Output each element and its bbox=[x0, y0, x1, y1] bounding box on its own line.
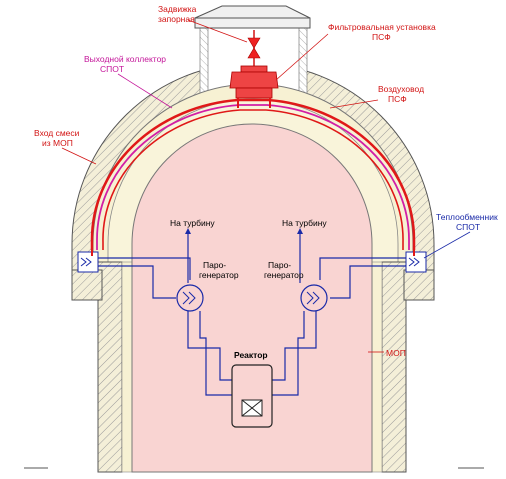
filter-unit-label-2: ПСФ bbox=[372, 32, 391, 42]
steam-gen-left-label-1: Паро- bbox=[203, 260, 226, 270]
reactor-loop-right-hot bbox=[272, 311, 317, 381]
outlet-collector-label-2: СПОТ bbox=[100, 64, 124, 74]
reactor-vessel bbox=[231, 364, 273, 428]
outlet-collector-label-1: Выходной коллектор bbox=[84, 54, 166, 64]
filter-unit-top bbox=[240, 65, 268, 73]
heat-exchanger-label-2: СПОТ bbox=[456, 222, 480, 232]
valve-label-2: запорная bbox=[158, 14, 195, 24]
outer-wall-right bbox=[381, 261, 407, 473]
filter-unit-label-1: Фильтровальная установка bbox=[328, 22, 436, 32]
reactor-loop-right-cold bbox=[272, 311, 305, 396]
magenta-collector bbox=[96, 104, 410, 250]
filter-unit-body bbox=[229, 71, 279, 89]
filter-chamber-wall-left bbox=[199, 25, 209, 97]
filter-chamber-wall-right bbox=[298, 25, 308, 97]
reactor-loop-left-cold bbox=[199, 311, 232, 396]
heat-exchanger-label-1: Теплообменник bbox=[436, 212, 498, 222]
blue-line-right-top bbox=[319, 257, 406, 280]
ledge-left bbox=[71, 269, 103, 301]
valve-icon bbox=[247, 37, 261, 49]
roof-cap bbox=[194, 5, 311, 19]
mop-label: МОП bbox=[386, 348, 406, 358]
valve-icon-bottom bbox=[247, 47, 261, 59]
gap-right bbox=[371, 261, 383, 473]
steam-gen-right-label-1: Паро- bbox=[268, 260, 291, 270]
ledge-right bbox=[403, 269, 435, 301]
blue-line-left-top bbox=[98, 257, 191, 280]
steam-generator-left bbox=[176, 284, 204, 312]
steam-generator-right bbox=[300, 284, 328, 312]
blue-line-left-bottom bbox=[98, 265, 176, 299]
air-duct-label-1: Воздуховод bbox=[378, 84, 424, 94]
steam-gen-right-label-2: генератор bbox=[264, 270, 304, 280]
filter-unit-base bbox=[235, 87, 273, 99]
reactor-loop-left-hot bbox=[187, 311, 232, 381]
blue-line-right-bottom bbox=[330, 265, 406, 299]
air-duct-label-2: ПСФ bbox=[388, 94, 407, 104]
heat-exchanger-right bbox=[405, 251, 427, 273]
valve-label-1: Задвижка bbox=[158, 4, 197, 14]
red-air-duct-inner bbox=[102, 109, 404, 250]
steam-gen-left-label-2: генератор bbox=[199, 270, 239, 280]
heat-exchanger-left bbox=[77, 251, 99, 273]
gap-left bbox=[121, 261, 133, 473]
to-turbine-left-label: На турбину bbox=[170, 218, 215, 228]
reactor-label: Реактор bbox=[234, 350, 268, 360]
to-turbine-right-label: На турбину bbox=[282, 218, 327, 228]
roof-cap-base bbox=[194, 17, 311, 29]
mixture-inlet-label-1: Вход смеси bbox=[34, 128, 80, 138]
containment-interior bbox=[131, 123, 373, 473]
red-air-duct bbox=[90, 98, 416, 250]
mixture-inlet-label-2: из МОП bbox=[42, 138, 73, 148]
